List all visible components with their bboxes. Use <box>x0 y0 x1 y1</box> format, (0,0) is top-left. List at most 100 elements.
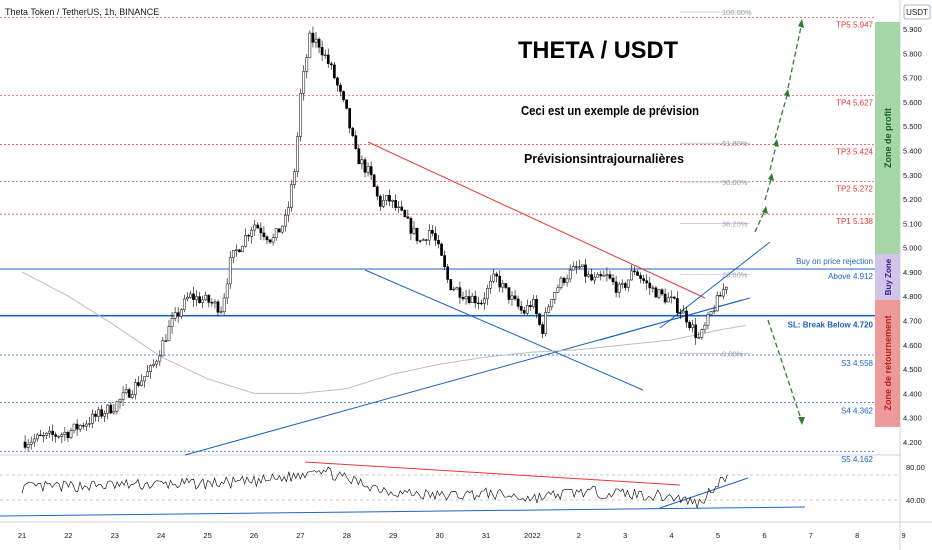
candle-body <box>697 337 701 339</box>
candle-body <box>268 239 272 243</box>
candle-body <box>605 274 609 276</box>
y-tick-label: 5.600 <box>903 98 922 107</box>
candle-body <box>42 435 45 437</box>
candle-body <box>679 312 682 314</box>
candle-body <box>645 280 649 284</box>
candle-body <box>210 302 214 304</box>
level-label: Above 4.912 <box>828 272 873 281</box>
y-tick-label: 4.900 <box>903 268 922 277</box>
right-price-axis[interactable] <box>900 0 932 550</box>
y-tick-label: 4.700 <box>903 317 922 326</box>
y-tick-label: 5.000 <box>903 244 922 253</box>
candle-body <box>694 324 698 338</box>
moving-average-line[interactable] <box>21 271 746 394</box>
candle-body <box>394 199 397 208</box>
rsi-blue-rising-line[interactable] <box>659 477 749 509</box>
candle-body <box>519 306 523 311</box>
candle-body <box>186 297 189 300</box>
candle-body <box>627 279 630 288</box>
candle-body <box>440 243 443 256</box>
level-label: TP4 5.627 <box>836 98 873 107</box>
candle-body <box>231 250 235 258</box>
y-tick-label: 4.600 <box>903 341 922 350</box>
candle-body <box>280 225 284 233</box>
candle-body <box>427 229 431 241</box>
y-tick-label: 4.300 <box>903 414 922 423</box>
x-tick-label: 24 <box>157 531 165 540</box>
candle-body <box>489 280 492 289</box>
candle-body <box>103 413 107 417</box>
buy-zone-box <box>875 254 900 300</box>
rsi-red-divergence-line[interactable] <box>304 461 681 486</box>
candle-body <box>115 401 119 412</box>
candle-body <box>45 432 48 436</box>
candle-body <box>363 159 367 173</box>
candle-body <box>51 430 54 435</box>
candle-body <box>639 275 642 279</box>
candle-body <box>39 434 42 436</box>
x-tick-label: 3 <box>623 531 627 540</box>
candle-body <box>109 404 113 414</box>
candle-body <box>293 171 296 185</box>
level-label: TP2 5.272 <box>836 185 873 194</box>
red-descending-trendline[interactable] <box>367 141 706 299</box>
candle-body <box>403 209 407 217</box>
y-tick-label: 5.500 <box>903 122 922 131</box>
candle-body <box>133 382 137 395</box>
candle-body <box>602 275 606 277</box>
candle-body <box>443 255 446 268</box>
y-tick-label: 5.200 <box>903 195 922 204</box>
candle-body <box>633 270 636 273</box>
candle-body <box>253 224 257 231</box>
x-tick-label: 8 <box>855 531 859 540</box>
candle-body <box>378 195 382 207</box>
candle-body <box>642 278 646 281</box>
x-tick-label: 5 <box>716 531 720 540</box>
candle-body <box>452 288 456 291</box>
y-tick-label: 5.700 <box>903 74 922 83</box>
candle-body <box>238 249 241 253</box>
y-tick-label: 4.500 <box>903 365 922 374</box>
candle-body <box>590 274 593 281</box>
x-tick-label: 2022 <box>524 531 541 540</box>
x-tick-label: 26 <box>250 531 258 540</box>
candle-body <box>492 273 495 282</box>
arrow-to-tp5 <box>787 21 803 89</box>
candle-body <box>164 340 168 342</box>
candle-body <box>476 302 480 304</box>
rsi-pane: 80.00 40.00 <box>0 461 925 517</box>
candle-body <box>676 298 679 313</box>
main-title: THETA / USDT <box>518 37 678 64</box>
candle-body <box>718 295 722 297</box>
candle-body <box>326 54 330 64</box>
candle-body <box>345 99 348 109</box>
blue-rising-support[interactable] <box>659 241 771 329</box>
candle-body <box>299 93 303 137</box>
candle-body <box>504 283 508 288</box>
candle-body <box>121 392 125 400</box>
candle-body <box>84 423 88 427</box>
candle-body <box>495 273 499 277</box>
subtitle-forecast-example: Ceci est un exemple de prévision <box>521 104 699 118</box>
candle-body <box>207 294 211 303</box>
candle-body <box>397 206 401 209</box>
blue-channel-lower[interactable] <box>364 269 644 391</box>
rsi-blue-support-line[interactable] <box>0 506 806 517</box>
candle-body <box>599 274 603 277</box>
candle-body <box>155 360 159 365</box>
currency-badge-box[interactable] <box>903 4 931 20</box>
candle-body <box>314 38 318 43</box>
candle-body <box>354 135 358 149</box>
level-label: S3 4.558 <box>841 359 874 368</box>
candle-body <box>296 136 299 172</box>
candle-body <box>418 240 422 242</box>
moving-average <box>21 271 746 394</box>
candle-body <box>323 54 327 57</box>
candle-body <box>137 382 140 386</box>
candle-body <box>412 227 416 234</box>
rsi-line[interactable] <box>21 466 728 510</box>
symbol-title[interactable]: Theta Token / TetherUS, 1h, BINANCE <box>5 7 159 17</box>
candle-body <box>124 389 128 394</box>
price-axis-labels: 5.900 5.800 5.700 5.600 5.500 5.400 5.300 5.200… <box>903 25 922 447</box>
candle-body <box>388 195 391 202</box>
